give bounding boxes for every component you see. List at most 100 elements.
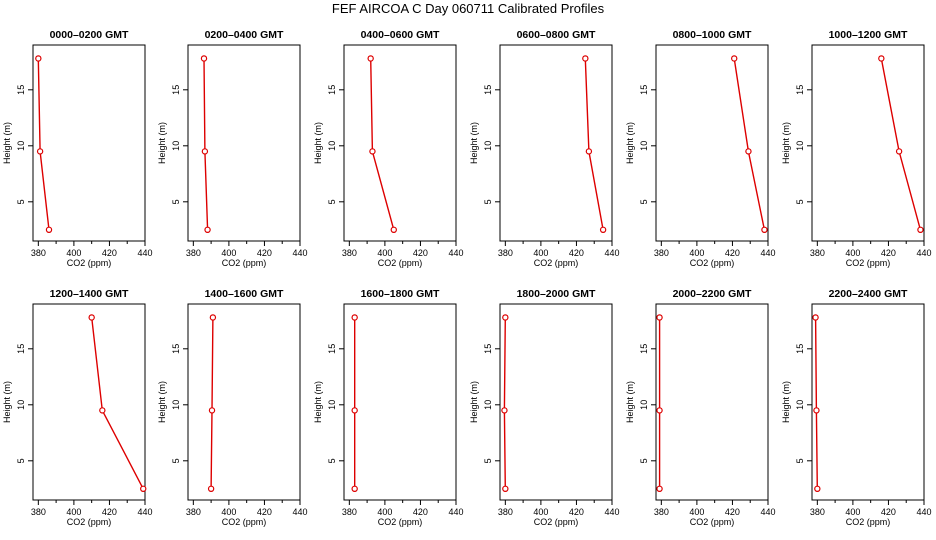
y-tick-label: 5 bbox=[327, 199, 337, 204]
x-tick-label: 380 bbox=[654, 248, 669, 258]
data-point bbox=[812, 314, 819, 321]
data-point bbox=[351, 485, 358, 492]
y-tick-label: 10 bbox=[16, 400, 26, 410]
plot-frame bbox=[343, 303, 457, 501]
x-tick-label: 400 bbox=[845, 507, 860, 517]
x-axis-label: CO2 (ppm) bbox=[534, 258, 579, 268]
x-tick-label: 400 bbox=[221, 248, 236, 258]
x-axis-label: CO2 (ppm) bbox=[222, 258, 267, 268]
profile-line bbox=[37, 58, 50, 230]
x-tick-label: 440 bbox=[292, 507, 307, 517]
x-tick-label: 400 bbox=[377, 507, 392, 517]
x-tick-label: 440 bbox=[448, 507, 463, 517]
y-tick-label: 10 bbox=[639, 141, 649, 151]
y-axis-label: Height (m) bbox=[625, 122, 635, 164]
y-tick-label: 15 bbox=[483, 344, 493, 354]
y-tick-label: 5 bbox=[795, 458, 805, 463]
x-tick-label: 380 bbox=[810, 248, 825, 258]
data-point bbox=[45, 226, 53, 233]
profile-panel: 1800–2000 GMT 380 400 420 440 5 10 15 CO2 (ppm) H… bbox=[469, 288, 620, 527]
x-tick-label: 440 bbox=[448, 248, 463, 258]
panel-title: 0200–0400 GMT bbox=[205, 29, 284, 41]
x-tick-label: 440 bbox=[760, 248, 775, 258]
x-tick-label: 380 bbox=[31, 248, 46, 258]
y-tick-label: 10 bbox=[327, 400, 337, 410]
data-point bbox=[99, 407, 106, 414]
y-tick-label: 15 bbox=[639, 344, 649, 354]
data-point bbox=[745, 148, 752, 155]
x-tick-label: 380 bbox=[342, 507, 357, 517]
panel-title: 0800–1000 GMT bbox=[673, 29, 752, 41]
plot-frame bbox=[811, 303, 925, 501]
y-tick-label: 5 bbox=[16, 199, 26, 204]
profile-line bbox=[91, 317, 144, 490]
panel-title: 0400–0600 GMT bbox=[361, 29, 440, 41]
data-point bbox=[582, 55, 589, 62]
panel-title: 2200–2400 GMT bbox=[829, 288, 908, 300]
page-title: FEF AIRCOA C Day 060711 Calibrated Profi… bbox=[331, 1, 605, 16]
x-tick-label: 420 bbox=[881, 248, 896, 258]
y-tick-label: 5 bbox=[327, 458, 337, 463]
y-tick-label: 5 bbox=[483, 458, 493, 463]
y-tick-label: 15 bbox=[16, 85, 26, 95]
profile-panel: 2200–2400 GMT 380 400 420 440 5 10 15 CO2 (ppm) H… bbox=[781, 288, 932, 527]
data-point bbox=[367, 55, 374, 62]
y-tick-label: 10 bbox=[16, 141, 26, 151]
x-tick-label: 380 bbox=[186, 248, 201, 258]
data-point bbox=[208, 407, 216, 414]
data-point bbox=[502, 314, 509, 321]
y-axis-label: Height (m) bbox=[157, 381, 167, 423]
data-point bbox=[200, 55, 208, 62]
y-axis-label: Height (m) bbox=[625, 381, 635, 423]
panel-title: 1000–1200 GMT bbox=[829, 29, 908, 41]
x-tick-label: 380 bbox=[342, 248, 357, 258]
x-tick-label: 440 bbox=[604, 507, 619, 517]
data-point bbox=[204, 226, 211, 233]
data-point bbox=[369, 148, 376, 155]
x-axis-label: CO2 (ppm) bbox=[378, 258, 423, 268]
data-point bbox=[390, 226, 397, 233]
y-tick-label: 5 bbox=[795, 199, 805, 204]
x-axis-label: CO2 (ppm) bbox=[690, 258, 735, 268]
x-tick-label: 440 bbox=[760, 507, 775, 517]
x-tick-label: 440 bbox=[916, 507, 931, 517]
x-tick-label: 380 bbox=[654, 507, 669, 517]
profile-panel: 0600–0800 GMT 380 400 420 440 5 10 15 CO2 (ppm) H… bbox=[469, 29, 620, 268]
y-tick-label: 10 bbox=[327, 141, 337, 151]
y-axis-label: Height (m) bbox=[2, 122, 12, 164]
y-tick-label: 10 bbox=[171, 141, 181, 151]
y-tick-label: 10 bbox=[795, 141, 805, 151]
x-tick-label: 380 bbox=[31, 507, 46, 517]
y-tick-label: 15 bbox=[639, 85, 649, 95]
profile-line bbox=[733, 58, 766, 230]
data-point bbox=[599, 226, 607, 233]
profile-panel: 0200–0400 GMT 380 400 420 440 5 10 15 CO2 (ppm) H… bbox=[157, 29, 308, 268]
y-axis-label: Height (m) bbox=[781, 381, 791, 423]
y-axis-label: Height (m) bbox=[781, 122, 791, 164]
y-tick-label: 15 bbox=[795, 344, 805, 354]
x-tick-label: 400 bbox=[66, 248, 81, 258]
x-tick-label: 380 bbox=[498, 248, 513, 258]
profile-line bbox=[210, 317, 214, 489]
plot-frame bbox=[499, 44, 613, 242]
y-axis-label: Height (m) bbox=[157, 122, 167, 164]
profile-line bbox=[880, 58, 922, 230]
plot-frame bbox=[655, 303, 769, 501]
y-tick-label: 5 bbox=[171, 458, 181, 463]
profile-line bbox=[370, 58, 395, 230]
x-tick-label: 420 bbox=[257, 507, 272, 517]
x-tick-label: 400 bbox=[533, 507, 548, 517]
data-point bbox=[585, 148, 593, 155]
data-point bbox=[878, 55, 885, 62]
profile-panel: 0000–0200 GMT 380 400 420 440 5 10 15 CO2 (ppm) H… bbox=[2, 29, 153, 268]
x-tick-label: 400 bbox=[66, 507, 81, 517]
x-tick-label: 400 bbox=[689, 248, 704, 258]
plot-frame bbox=[499, 303, 613, 501]
y-axis-label: Height (m) bbox=[469, 381, 479, 423]
x-tick-label: 420 bbox=[725, 248, 740, 258]
data-point bbox=[88, 314, 95, 321]
x-tick-label: 400 bbox=[845, 248, 860, 258]
data-point bbox=[731, 55, 738, 62]
plot-frame bbox=[655, 44, 769, 242]
profile-panel: 0800–1000 GMT 380 400 420 440 5 10 15 CO2 (ppm) H… bbox=[625, 29, 776, 268]
